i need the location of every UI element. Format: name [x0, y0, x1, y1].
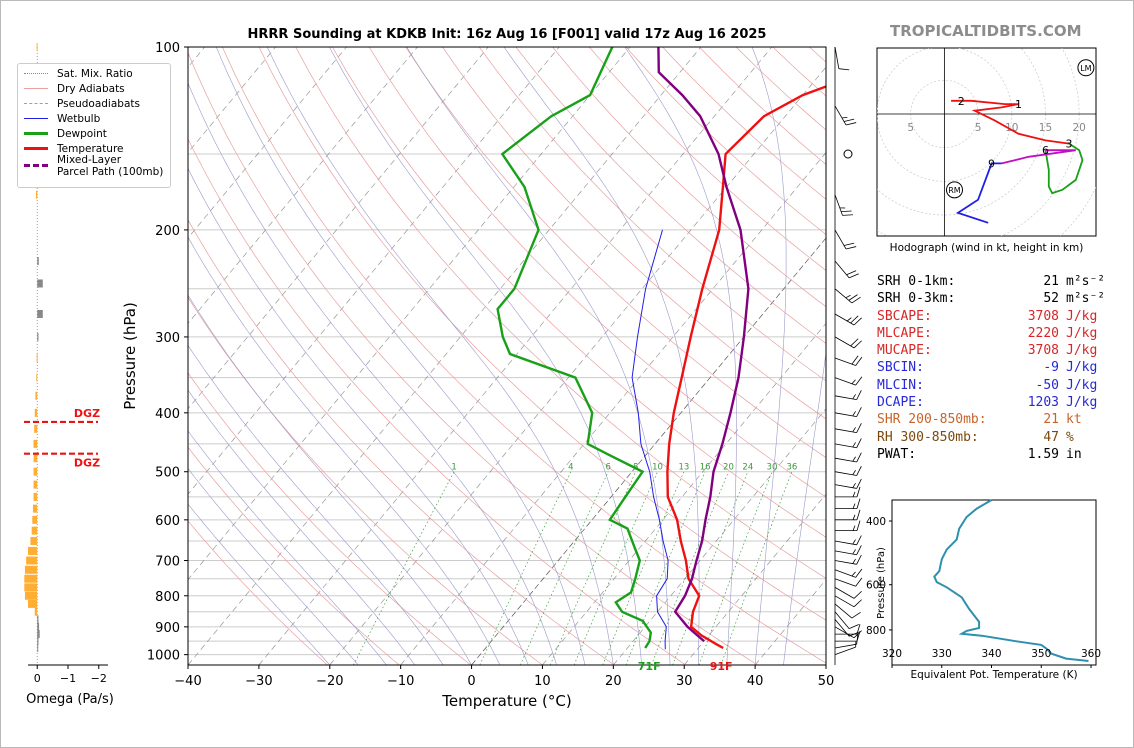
param-row: SBCAPE: 3708 J/kg [877, 308, 1105, 325]
param-value: -50 [1035, 377, 1059, 393]
param-label: RH 300-850mb: [877, 429, 979, 445]
legend-swatch [24, 103, 48, 104]
legend-label: Sat. Mix. Ratio [57, 67, 133, 80]
param-unit: J/kg [1066, 377, 1098, 393]
param-row: SHR 200-850mb: 21 kt [877, 411, 1105, 428]
param-row: DCAPE: 1203 J/kg [877, 394, 1105, 411]
legend-label: Pseudoadiabats [57, 97, 140, 110]
param-row: PWAT: 1.59 in [877, 446, 1105, 463]
param-unit: in [1066, 446, 1082, 462]
param-unit: J/kg [1066, 308, 1098, 324]
legend-swatch [24, 132, 48, 135]
param-value: 2220 [1027, 325, 1059, 341]
param-value: -9 [1043, 360, 1059, 376]
param-label: SBCIN: [877, 360, 924, 376]
param-unit: m²s⁻² [1066, 274, 1106, 289]
legend-label: Mixed-Layer Parcel Path (100mb) [57, 153, 164, 178]
param-row: RH 300-850mb: 47% [877, 429, 1105, 446]
param-value: 3708 [1027, 308, 1059, 324]
param-label: MLCIN: [877, 377, 924, 393]
param-label: MLCAPE: [877, 325, 932, 341]
sounding-parameters: SRH 0-1km: 21 m²s⁻² SRH 0-3km: 52 m²s⁻² SBCAPE… [877, 273, 1105, 463]
param-label: SHR 200-850mb: [877, 412, 987, 428]
legend-item: Mixed-Layer Parcel Path (100mb) [24, 154, 163, 178]
param-row: MLCAPE: 2220 J/kg [877, 325, 1105, 342]
chart-legend: Sat. Mix. Ratio Dry Adiabats Pseudoadiabat… [17, 63, 171, 188]
legend-swatch [24, 118, 48, 119]
param-unit: J/kg [1066, 360, 1098, 376]
param-unit: kt [1066, 412, 1082, 428]
param-value: 1.59 [1027, 446, 1059, 462]
param-unit: J/kg [1066, 325, 1098, 341]
legend-item: Dewpoint [24, 127, 107, 140]
param-unit: % [1066, 429, 1074, 445]
brand-watermark: TROPICALTIDBITS.COM [890, 22, 1082, 40]
legend-label: Wetbulb [57, 112, 101, 125]
param-row: MLCIN: -50 J/kg [877, 377, 1105, 394]
legend-item: Wetbulb [24, 112, 100, 125]
param-row: SRH 0-1km: 21 m²s⁻² [877, 273, 1105, 290]
param-value: 1203 [1027, 395, 1059, 411]
legend-item: Pseudoadiabats [24, 97, 140, 110]
param-value: 21 [1043, 412, 1059, 428]
param-label: SRH 0-1km: [877, 274, 956, 289]
param-unit: m²s⁻² [1066, 291, 1106, 307]
legend-label: Dewpoint [57, 127, 107, 140]
param-value: 52 [1043, 291, 1059, 307]
param-label: MUCAPE: [877, 343, 932, 359]
legend-swatch [24, 147, 48, 150]
param-unit: J/kg [1066, 395, 1098, 411]
param-label: SRH 0-3km: [877, 291, 956, 307]
param-label: SBCAPE: [877, 308, 932, 324]
legend-item: Dry Adiabats [24, 82, 125, 95]
param-unit: J/kg [1066, 343, 1098, 359]
param-value: 47 [1043, 429, 1059, 445]
legend-swatch [24, 88, 48, 89]
param-value: 3708 [1027, 343, 1059, 359]
param-row: SRH 0-3km: 52 m²s⁻² [877, 290, 1105, 307]
chart-title: HRRR Sounding at KDKB Init: 16z Aug 16 [… [247, 27, 767, 42]
legend-label: Temperature [57, 142, 124, 155]
legend-item: Temperature [24, 142, 124, 155]
param-label: DCAPE: [877, 395, 924, 411]
legend-label: Dry Adiabats [57, 82, 125, 95]
legend-swatch [24, 73, 48, 74]
param-value: 21 [1043, 274, 1059, 289]
legend-item: Sat. Mix. Ratio [24, 67, 133, 80]
legend-swatch [24, 164, 48, 167]
param-row: SBCIN: -9 J/kg [877, 359, 1105, 376]
param-label: PWAT: [877, 446, 917, 462]
param-row: MUCAPE: 3708 J/kg [877, 342, 1105, 359]
